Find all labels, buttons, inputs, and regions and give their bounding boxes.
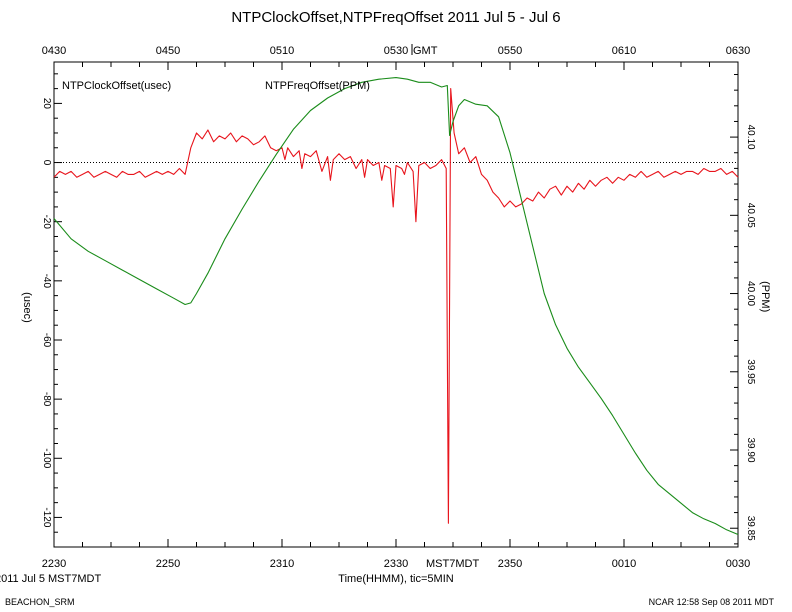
bottom-tick-label: 2350 [498,558,522,570]
freq-offset-line [53,77,739,536]
bottom-tick-label: 2310 [270,558,294,570]
bottom-tick-label: 0010 [612,558,636,570]
right-axis-ppm: 40.10 40.05 40.00 39.95 39.90 39.85 (PPM) [730,74,771,545]
left-tick-label: -20 [41,214,52,229]
left-tick-label: -100 [41,448,52,468]
footer-right: NCAR 12:58 Sep 08 2011 MDT [649,597,775,607]
chart-title: NTPClockOffset,NTPFreqOffset 2011 Jul 5 … [231,9,560,26]
top-tick-label: 0530 [384,45,408,57]
right-tick-label: 39.85 [745,516,756,541]
left-tick-label: -40 [41,274,52,289]
left-tick-label: -60 [41,333,52,348]
top-tick-label: 0430 [42,45,66,57]
series-layer [53,77,739,536]
bottom-tick-label: 2250 [156,558,180,570]
bottom-tick-label: 0030 [726,558,750,570]
right-tick-label: 39.95 [745,359,756,384]
clock-offset-line [53,88,739,524]
left-axis-label: (usec) [21,292,33,323]
plot-frame [53,61,739,548]
right-tick-label: 40.00 [745,281,756,306]
top-tick-label: 0550 [498,45,522,57]
top-tick-label: 0630 [726,45,750,57]
right-tick-label: 40.05 [745,203,756,228]
top-tick-label: 0450 [156,45,180,57]
top-tick-label: 0510 [270,45,294,57]
gmt-label: GMT [413,45,438,57]
x-axis-label: Time(HHMM), tic=5MIN [338,573,453,585]
timezone-label: MST7MDT [426,558,479,570]
right-tick-label: 39.90 [745,437,756,462]
legend-freq-offset: NTPFreqOffset(PPM) [265,80,370,92]
top-tick-label: 0610 [612,45,636,57]
left-tick-label: 0 [41,160,52,166]
bottom-tick-label: 2230 [42,558,66,570]
footer-left: BEACHON_SRM [5,597,75,607]
left-tick-label: -80 [41,392,52,407]
bottom-axis-local: 2230 2250 2310 2330 2350 0010 0030 MST7MDT [42,539,750,570]
right-tick-label: 40.10 [745,125,756,150]
bottom-tick-label: 2330 [384,558,408,570]
right-axis-label: (PPM) [759,281,771,312]
top-axis-gmt: 0430 0450 0510 0530 0550 0610 0630 GMT [42,44,750,70]
left-axis-usec: 20 0 -20 -40 -60 -80 -100 -120 (usec) [21,73,62,548]
legend-clock-offset: NTPClockOffset(usec) [62,80,171,92]
date-label: 2011 Jul 5 MST7MDT [0,573,101,585]
left-tick-label: -120 [41,507,52,527]
left-tick-label: 20 [41,98,52,110]
